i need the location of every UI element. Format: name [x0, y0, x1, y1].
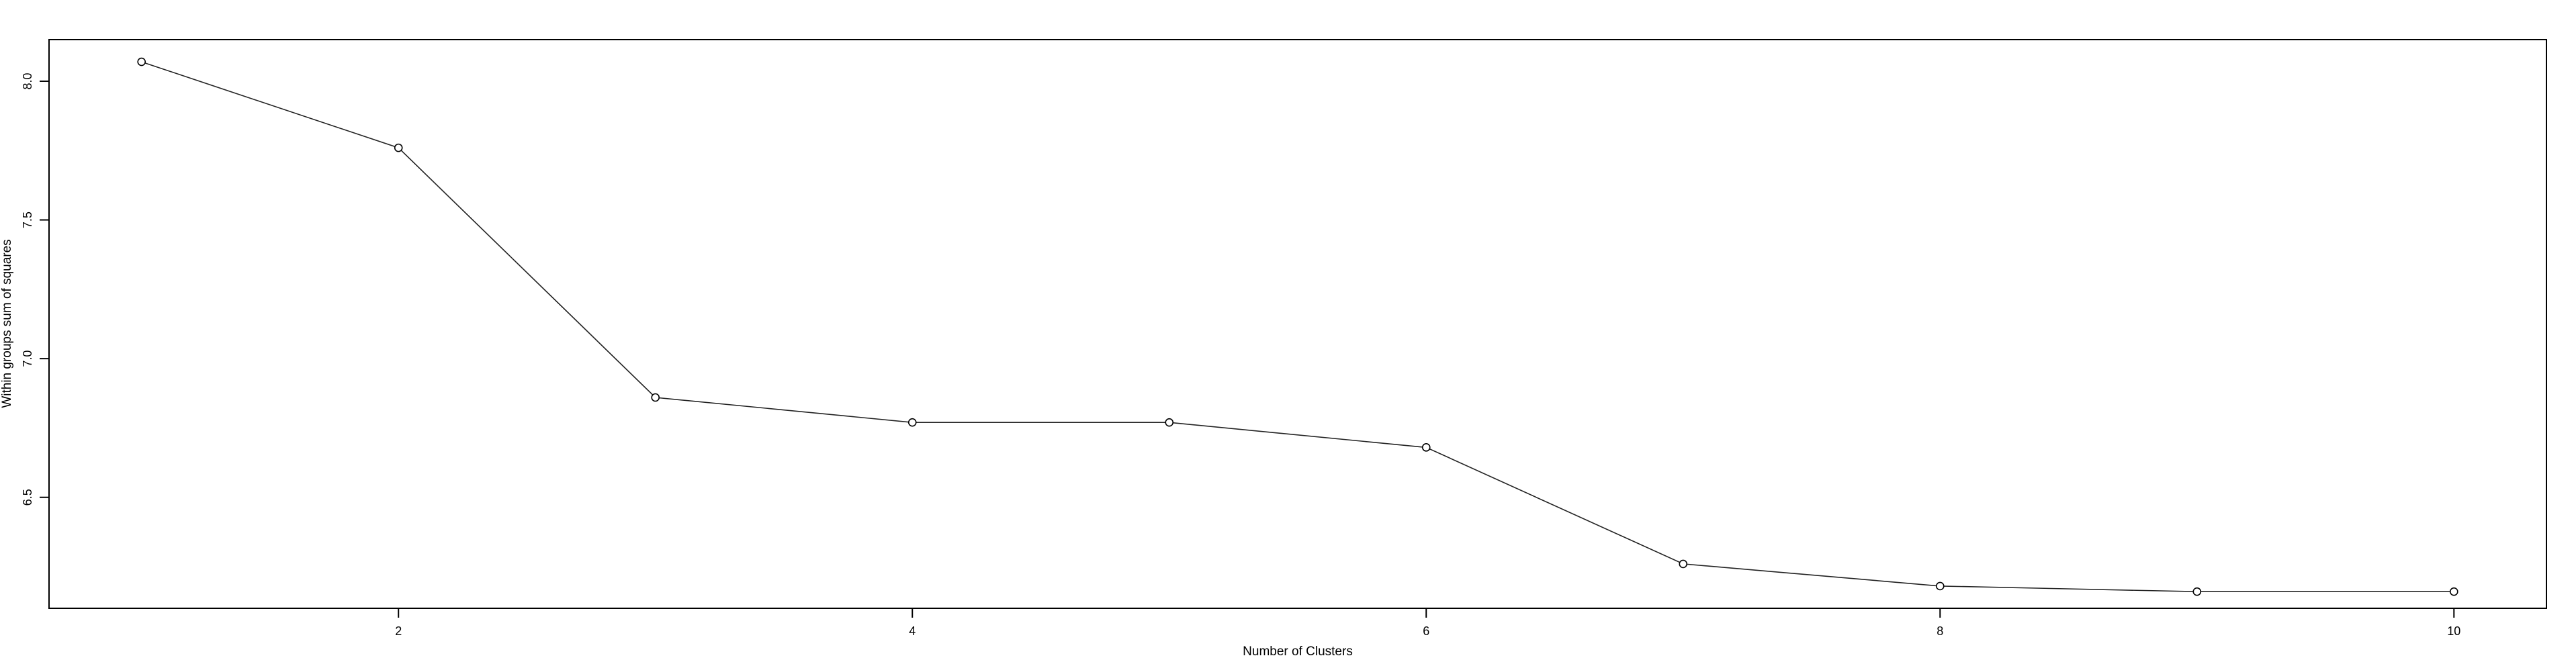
y-axis-title: Within groups sum of squares — [0, 239, 14, 408]
data-point-2 — [394, 143, 403, 152]
x-tick-label: 4 — [909, 624, 916, 638]
y-axis: 6.5 7.0 7.5 8.0 — [21, 73, 50, 506]
data-point-9 — [2192, 587, 2202, 596]
series-line — [141, 61, 2454, 593]
y-tick-label: 6.5 — [21, 489, 34, 506]
data-point-10 — [2449, 587, 2458, 596]
plot-frame — [48, 39, 2547, 609]
data-point-7 — [1679, 559, 1688, 569]
y-tick-label: 7.5 — [21, 211, 34, 228]
data-point-8 — [1935, 581, 1945, 591]
data-point-3 — [651, 393, 660, 402]
x-axis: 2 4 6 8 10 — [395, 608, 2460, 638]
data-point-6 — [1421, 443, 1431, 452]
x-tick-label: 6 — [1423, 624, 1429, 638]
x-tick-label: 2 — [395, 624, 402, 638]
data-point-1 — [137, 57, 146, 66]
y-tick-label: 7.0 — [21, 350, 34, 367]
x-tick-label: 10 — [2447, 624, 2460, 638]
data-points — [137, 57, 2458, 596]
x-axis-title: Number of Clusters — [1243, 645, 1353, 659]
x-tick-label: 8 — [1937, 624, 1943, 638]
data-point-5 — [1165, 418, 1174, 427]
data-point-4 — [907, 418, 917, 427]
y-tick-label: 8.0 — [21, 73, 34, 89]
